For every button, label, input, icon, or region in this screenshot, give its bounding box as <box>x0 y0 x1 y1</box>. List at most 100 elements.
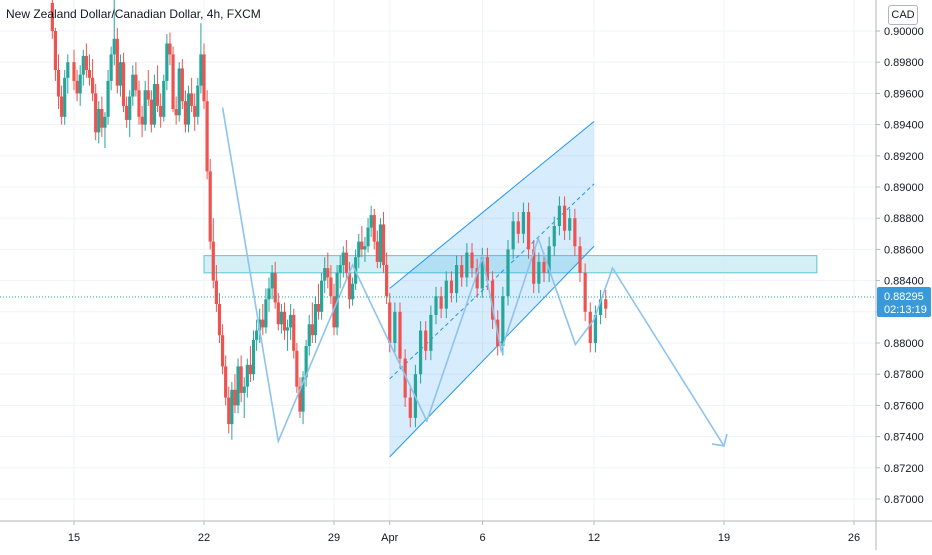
candle-body <box>363 246 367 250</box>
candle-body <box>454 265 459 294</box>
candle-body <box>537 261 541 284</box>
x-tick-label: 26 <box>848 532 860 544</box>
candle-body <box>143 90 147 125</box>
candle-body <box>60 96 64 117</box>
x-tick-label: Apr <box>381 532 398 544</box>
candle-body <box>289 314 293 328</box>
candle-body <box>298 386 302 412</box>
candle-body <box>196 85 200 117</box>
candle-body <box>248 364 253 375</box>
candle-body <box>557 205 562 226</box>
candle-body <box>236 366 240 406</box>
candle-body <box>598 299 603 315</box>
candle-body <box>97 109 101 133</box>
candle-body <box>134 74 138 91</box>
candle-body <box>449 280 454 294</box>
candle-body <box>174 109 178 116</box>
projection <box>0 107 876 447</box>
candle-body <box>162 80 166 117</box>
candle-body <box>270 272 274 289</box>
y-tick-label: 0.87400 <box>884 432 924 444</box>
candle-body <box>75 80 79 94</box>
candle-body <box>224 366 228 398</box>
candle-body <box>258 319 262 331</box>
candle-body <box>511 221 515 250</box>
candle-body <box>434 296 438 315</box>
candle-body <box>403 358 407 398</box>
candle-body <box>332 296 336 328</box>
candle-body <box>378 224 383 262</box>
countdown-label: 02:13:19 <box>884 304 927 316</box>
candle-body <box>439 296 443 309</box>
candle-body <box>56 70 61 97</box>
candle-body <box>418 330 423 375</box>
candle-body <box>313 304 318 336</box>
candle-body <box>214 280 218 304</box>
candle-body <box>115 38 119 86</box>
candle-body <box>72 62 76 81</box>
candle-body <box>180 68 184 102</box>
candle-body <box>205 101 209 172</box>
y-tick-label: 0.87800 <box>884 369 924 381</box>
candle-body <box>429 314 433 351</box>
candle-body <box>385 265 389 297</box>
candle-body <box>295 350 299 387</box>
y-tick-label: 0.89200 <box>884 151 924 163</box>
x-tick-label: 12 <box>588 532 600 544</box>
channel-lower-line <box>389 245 595 458</box>
candle-body <box>279 311 283 325</box>
candle-body <box>193 105 197 117</box>
candle-body <box>372 215 376 242</box>
candle-body <box>159 105 163 117</box>
candle-body <box>251 339 256 375</box>
candle-body <box>90 77 95 94</box>
candle-body <box>562 205 567 231</box>
candle-body <box>183 101 188 125</box>
x-tick-label: 6 <box>480 532 486 544</box>
candle-body <box>344 252 348 273</box>
candle-body <box>350 283 355 300</box>
candle-body <box>109 54 113 81</box>
y-tick-label: 0.88400 <box>884 276 924 288</box>
candle-body <box>329 277 333 297</box>
candle-body <box>152 84 157 125</box>
candle-body <box>276 302 280 325</box>
projection-arrowhead <box>711 433 728 447</box>
candle-body <box>460 265 464 278</box>
candle-body <box>50 2 54 31</box>
candle-body <box>485 257 490 281</box>
candle-body <box>140 116 144 125</box>
candle-body <box>121 62 126 106</box>
candle-body <box>230 389 234 425</box>
y-tick-label: 0.88000 <box>884 338 924 350</box>
candle-body <box>165 43 169 81</box>
candle-body <box>388 302 392 343</box>
y-tick-label: 0.88800 <box>884 213 924 225</box>
candle-body <box>131 74 135 97</box>
currency-button[interactable]: CAD <box>888 5 918 25</box>
candle-body <box>588 311 592 343</box>
candle-body <box>475 268 479 289</box>
candle-body <box>177 68 181 116</box>
drawings <box>203 121 818 458</box>
candle-body <box>186 93 191 125</box>
candle-body <box>217 304 222 336</box>
candle-body <box>128 96 132 120</box>
candle-body <box>146 90 150 100</box>
y-tick-label: 0.89000 <box>884 182 924 194</box>
candle-body <box>593 314 598 343</box>
y-tick-label: 0.89600 <box>884 88 924 100</box>
candle-body <box>155 84 160 106</box>
y-tick-label: 0.87600 <box>884 400 924 412</box>
candle-body <box>526 211 531 250</box>
candle-body <box>100 109 104 128</box>
y-tick-label: 0.87200 <box>884 463 924 475</box>
candle-body <box>87 70 92 78</box>
candle-body <box>190 93 194 106</box>
candle-body <box>233 389 237 406</box>
y-tick-label: 0.90000 <box>884 26 924 38</box>
candle-body <box>149 99 153 125</box>
candle-body <box>84 55 88 70</box>
candle-body <box>568 218 572 231</box>
